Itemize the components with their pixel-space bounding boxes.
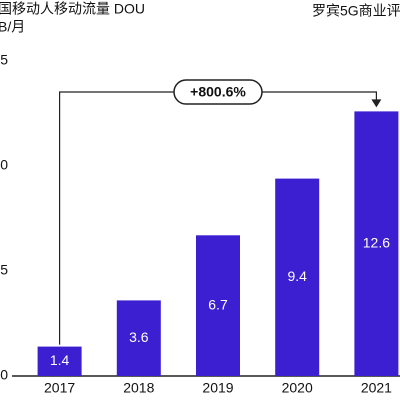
annotation-box [173,79,263,105]
value-label: 12.6 [363,234,390,250]
bar [275,178,320,376]
y-tick-label: 5 [0,262,8,278]
chart-title: 国移动人移动流量 DOU [0,1,145,17]
y-tick-label: 10 [0,157,8,173]
x-tick-label: 2018 [123,380,154,396]
bar [37,346,82,376]
source: 罗宾5G商业评 [312,3,400,19]
x-tick-label: 2017 [44,380,75,396]
value-label: 1.4 [50,352,70,368]
bar [196,235,240,376]
annotation: +800.6% [190,84,246,100]
x-tick-label: 2019 [202,380,233,396]
y-tick-label: 15 [0,52,8,68]
value-label: 9.4 [287,268,307,284]
chart-subtitle: B/月 [0,19,25,35]
x-tick-label: 2020 [282,380,313,396]
value-label: 6.7 [208,296,228,312]
y-tick-label: 0 [0,367,8,383]
x-tick-label: 2021 [361,380,392,396]
bar [116,300,161,376]
value-label: 3.6 [129,329,149,345]
bar [354,111,399,377]
annotation-arrow [371,99,382,108]
